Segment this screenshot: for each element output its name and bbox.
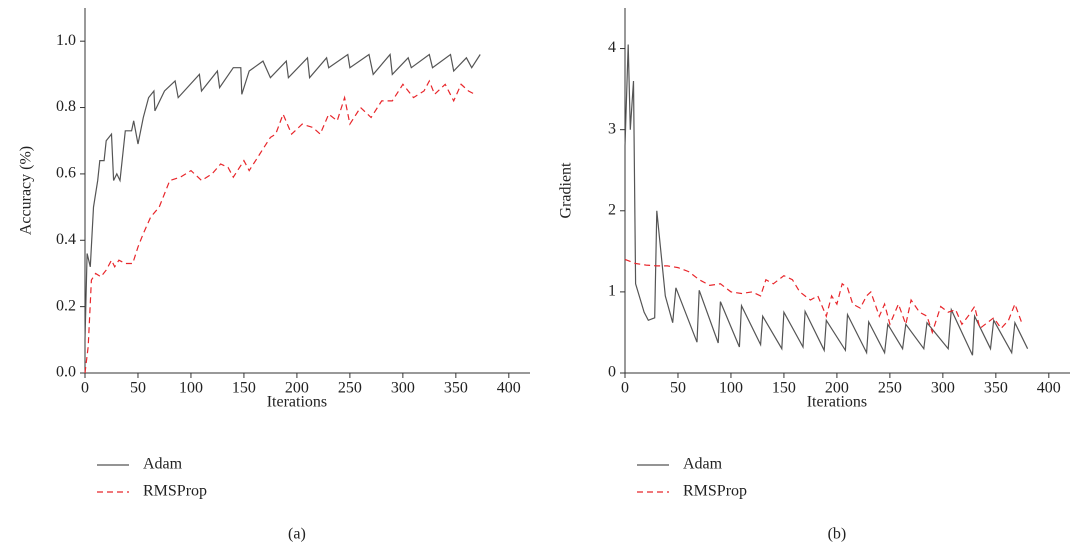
x-tick-label: 0 <box>621 380 629 397</box>
panel-label: (a) <box>288 526 306 543</box>
x-tick-label: 50 <box>130 380 146 397</box>
x-axis-label: Iterations <box>807 394 867 411</box>
x-tick-label: 250 <box>338 380 362 397</box>
x-axis-label: Iterations <box>267 394 327 411</box>
y-tick-label: 0.4 <box>56 231 76 248</box>
panel-label: (b) <box>828 526 847 543</box>
x-tick-label: 350 <box>444 380 468 397</box>
y-tick-label: 1.0 <box>56 32 76 49</box>
x-tick-label: 400 <box>497 380 521 397</box>
y-tick-label: 2 <box>608 201 616 218</box>
x-tick-label: 250 <box>878 380 902 397</box>
data-line <box>624 44 1029 356</box>
y-tick-label: 0.0 <box>56 364 76 381</box>
x-tick-label: 0 <box>81 380 89 397</box>
y-axis-label: Accuracy (%) <box>18 146 35 235</box>
x-tick-label: 350 <box>984 380 1008 397</box>
y-tick-label: 3 <box>608 120 616 137</box>
y-tick-label: 4 <box>608 39 616 56</box>
legend-label: Adam <box>683 456 723 473</box>
y-tick-label: 0.6 <box>56 165 76 182</box>
y-tick-label: 1 <box>608 283 616 300</box>
x-tick-label: 300 <box>391 380 415 397</box>
x-tick-label: 100 <box>179 380 203 397</box>
legend-label: Adam <box>143 456 183 473</box>
data-line <box>84 53 481 340</box>
x-tick-label: 400 <box>1037 380 1061 397</box>
y-axis-label: Gradient <box>558 162 575 219</box>
y-tick-label: 0 <box>608 364 616 381</box>
legend-label: RMSProp <box>143 483 207 500</box>
x-tick-label: 150 <box>772 380 796 397</box>
x-tick-label: 200 <box>285 380 309 397</box>
data-line <box>624 258 1023 335</box>
x-tick-label: 300 <box>931 380 955 397</box>
data-line <box>84 79 476 374</box>
y-tick-label: 0.2 <box>56 297 76 314</box>
y-tick-label: 0.8 <box>56 98 76 115</box>
x-tick-label: 150 <box>232 380 256 397</box>
x-tick-label: 200 <box>825 380 849 397</box>
x-tick-label: 100 <box>719 380 743 397</box>
x-tick-label: 50 <box>670 380 686 397</box>
legend-label: RMSProp <box>683 483 747 500</box>
